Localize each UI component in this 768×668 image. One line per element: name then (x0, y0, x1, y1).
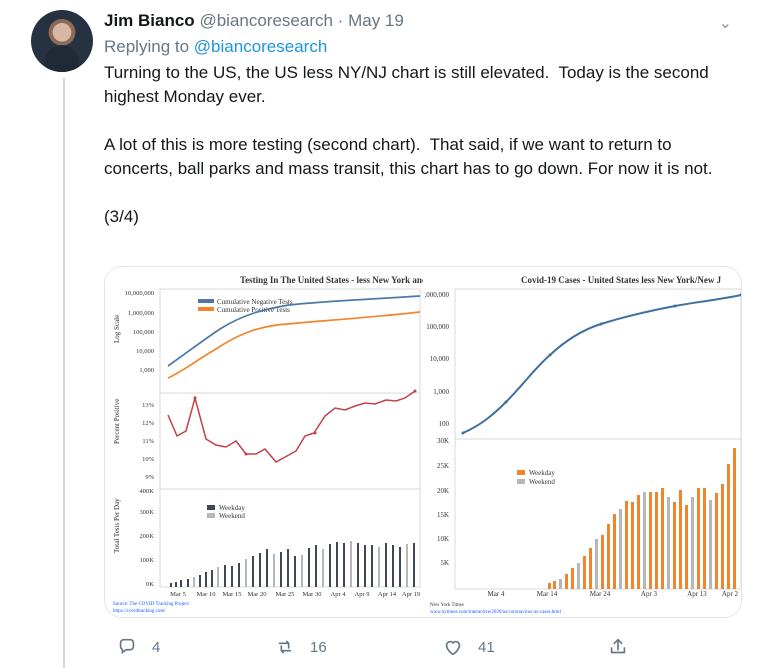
left-xtick: Mar 5 (170, 591, 186, 598)
author-name[interactable]: Jim Bianco (104, 11, 195, 30)
tweet-media[interactable]: Testing In The United States - less New … (104, 266, 742, 618)
left-xtick: Apr 19 (402, 591, 420, 598)
left-top-ytick: 1,000 (139, 367, 154, 374)
left-top-ylabel: Log Scale (113, 315, 121, 343)
right-legend-weekday: Weekday (529, 469, 555, 477)
right-bottom-ytick: 30K (437, 437, 449, 445)
reply-icon (119, 638, 135, 655)
left-top-ytick: 100,000 (133, 329, 154, 336)
reply-count: 4 (152, 638, 161, 656)
left-top-ytick: 10,000,000 (125, 290, 154, 297)
left-xtick: Apr 4 (331, 591, 347, 598)
replying-label: Replying to (104, 37, 190, 56)
left-legend-positive: Cumulative Positive Tests (217, 306, 290, 314)
left-bottom-ylabel: Total Tests Per Day (113, 498, 121, 553)
right-top-ytick: ,000,000 (425, 291, 450, 299)
left-legend-weekday: Weekday (219, 504, 245, 512)
left-xtick: Apr 9 (355, 591, 370, 598)
right-bottom-ytick: 20K (437, 487, 449, 495)
left-bottom-ytick: 300K (140, 509, 155, 516)
right-top-ytick: 100 (439, 420, 450, 428)
right-chart-title: Covid-19 Cases - United States less New … (521, 275, 722, 285)
right-top-ytick: 100,000 (426, 323, 449, 331)
left-source[interactable]: Source: The COVID Tracking Project (113, 602, 189, 607)
separator-dot: · (337, 11, 344, 30)
retweet-count: 16 (310, 638, 327, 656)
left-middle-ytick: 10% (142, 456, 155, 463)
avatar[interactable] (31, 10, 93, 72)
like-action[interactable]: 41 (442, 636, 495, 658)
right-xtick: Apr 3 (641, 590, 658, 598)
left-legend-weekend: Weekend (219, 512, 245, 520)
replying-handle-link[interactable]: @biancoresearch (193, 37, 328, 56)
left-xtick: Mar 10 (197, 591, 216, 598)
right-source-url[interactable]: www.nytimes.com/interactive/2020/us/coro… (430, 610, 562, 615)
right-bottom-ytick: 5K (440, 559, 449, 567)
tweet-date[interactable]: May 19 (348, 11, 404, 30)
right-xtick: Mar 4 (488, 590, 505, 598)
right-bottom-ytick: 25K (437, 462, 449, 470)
left-bottom-ytick: 200K (140, 533, 155, 540)
left-middle-ytick: 12% (142, 420, 155, 427)
left-chart-title: Testing In The United States - less New … (240, 275, 423, 285)
reply-context: Replying to @biancoresearch (104, 37, 327, 57)
reply-thread-line (63, 78, 65, 668)
left-xtick: Mar 25 (276, 591, 295, 598)
right-xtick: Mar 14 (537, 590, 558, 598)
left-middle-ytick: 9% (145, 474, 154, 481)
left-bottom-ytick: 100K (140, 557, 155, 564)
right-bottom-ytick: 15K (437, 511, 449, 519)
right-source: New York Times (430, 603, 464, 608)
percent-positive-line (167, 390, 416, 463)
left-legend-negative: Cumulative Negative Tests (217, 298, 293, 306)
right-xtick: Apr 13 (687, 590, 707, 598)
left-middle-ytick: 11% (142, 438, 154, 445)
tweet-text: Turning to the US, the US less NY/NJ cha… (104, 63, 713, 226)
left-bottom-ytick: 400K (140, 488, 155, 495)
left-xtick: Apr 14 (378, 591, 397, 598)
heart-icon (445, 640, 461, 656)
cumulative-positive-tests-line (167, 311, 421, 379)
right-top-ytick: 1,000 (433, 388, 449, 396)
right-xtick: Mar 24 (590, 590, 611, 598)
testing-chart-panel[interactable]: Testing In The United States - less New … (105, 267, 427, 617)
share-action[interactable] (607, 636, 629, 658)
cumulative-negative-tests-line (167, 295, 421, 367)
right-legend-weekend: Weekend (529, 478, 555, 486)
left-source-url[interactable]: https://covidtracking.com/ (113, 609, 166, 614)
right-top-ytick: 10,000 (430, 355, 450, 363)
left-bottom-ytick: 0K (146, 581, 154, 588)
left-xtick: Mar 20 (248, 591, 267, 598)
cases-chart-panel[interactable]: Covid-19 Cases - United States less New … (423, 267, 741, 617)
left-middle-ytick: 13% (142, 402, 155, 409)
retweet-action[interactable]: 16 (274, 636, 327, 658)
cases-bars (548, 448, 736, 589)
retweet-icon (278, 640, 292, 654)
author-handle[interactable]: @biancoresearch (199, 11, 333, 30)
tweet-header: Jim Bianco @biancoresearch · May 19 (104, 10, 404, 32)
chevron-down-icon[interactable]: ⌄ (718, 15, 732, 32)
like-count: 41 (478, 638, 495, 656)
reply-action[interactable]: 4 (116, 636, 160, 658)
cases-chart-svg: Covid-19 Cases - United States less New … (423, 267, 741, 617)
left-top-ytick: 10,000 (136, 348, 154, 355)
tests-per-day-bars (170, 541, 415, 587)
left-xtick: Mar 30 (303, 591, 322, 598)
left-xtick: Mar 15 (223, 591, 242, 598)
share-icon (610, 638, 626, 654)
left-top-ytick: 1,000,000 (128, 310, 154, 317)
testing-chart-svg: Testing In The United States - less New … (105, 267, 427, 617)
right-bottom-ytick: 10K (437, 535, 449, 543)
left-middle-ylabel: Percent Positive (113, 399, 121, 444)
right-xtick: Apr 2 (722, 590, 739, 598)
